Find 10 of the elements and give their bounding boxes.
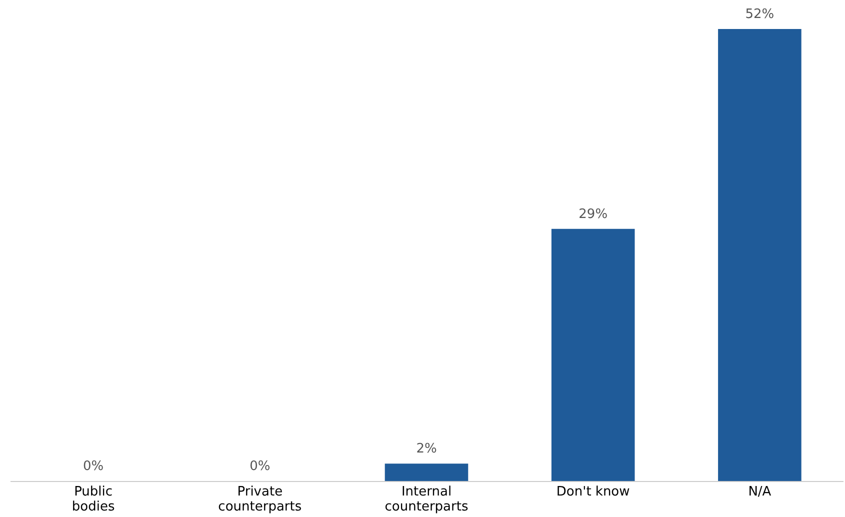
x-tick-label: N/A <box>748 484 772 500</box>
data-label: 29% <box>578 206 608 222</box>
data-label: 0% <box>82 459 104 474</box>
x-tick-label: Private counterparts <box>218 484 302 514</box>
data-label: 0% <box>250 459 270 474</box>
x-tick-label: Don't know <box>556 484 630 500</box>
data-label: 2% <box>416 442 437 457</box>
data-label: 52% <box>745 7 774 22</box>
x-tick-label: Internal counterparts <box>384 484 468 514</box>
x-tick-label: Public bodies <box>72 484 115 514</box>
